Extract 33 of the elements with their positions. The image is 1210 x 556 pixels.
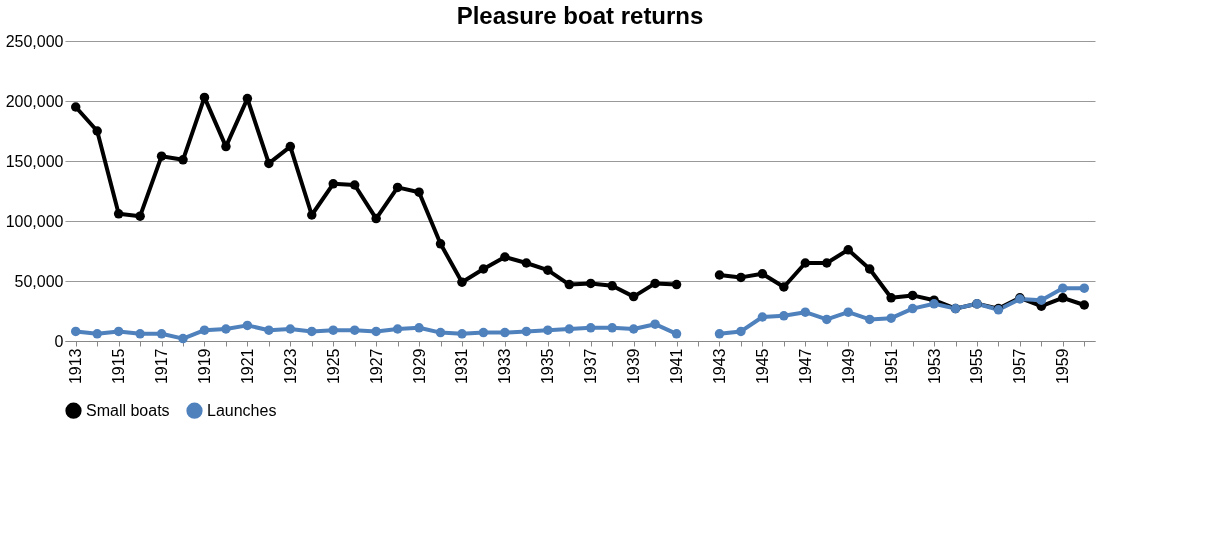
y-tick-label: 100,000 [5, 212, 64, 230]
x-tick-label: 1941 [668, 348, 686, 385]
x-tick-label: 1945 [753, 348, 771, 385]
x-tick-label: 1943 [710, 348, 728, 385]
x-tick-label: 1927 [367, 348, 385, 385]
x-tick-label: 1933 [496, 348, 514, 385]
x-tick-label: 1935 [539, 348, 557, 385]
x-tick-label: 1949 [839, 348, 857, 385]
y-tick-label: 150,000 [5, 152, 64, 170]
x-tick-label: 1951 [882, 348, 900, 385]
x-tick-label: 1959 [1054, 348, 1072, 385]
x-tick-label: 1931 [453, 348, 471, 385]
x-tick-label: 1937 [582, 348, 600, 385]
x-tick-label: 1947 [796, 348, 814, 385]
legend-label: Launches [207, 401, 277, 419]
y-tick-label: 200,000 [5, 92, 64, 110]
x-tick-label: 1917 [153, 348, 171, 385]
x-tick-label: 1925 [324, 348, 342, 385]
x-tick-label: 1955 [968, 348, 986, 385]
x-tick-label: 1919 [195, 348, 213, 385]
y-tick-label: 50,000 [14, 272, 64, 290]
x-tick-label: 1939 [625, 348, 643, 385]
x-tick-label: 1929 [410, 348, 428, 385]
x-tick-label: 1957 [1011, 348, 1029, 385]
y-tick-label: 250,000 [5, 32, 64, 50]
legend-label: Small boats [86, 401, 170, 419]
y-tick-label: 0 [54, 332, 64, 350]
x-tick-label: 1915 [110, 348, 128, 385]
x-tick-label: 1921 [238, 348, 256, 385]
x-tick-label: 1953 [925, 348, 943, 385]
chart-title: Pleasure boat returns [456, 2, 704, 29]
x-tick-label: 1913 [67, 348, 85, 385]
x-tick-label: 1923 [281, 348, 299, 385]
